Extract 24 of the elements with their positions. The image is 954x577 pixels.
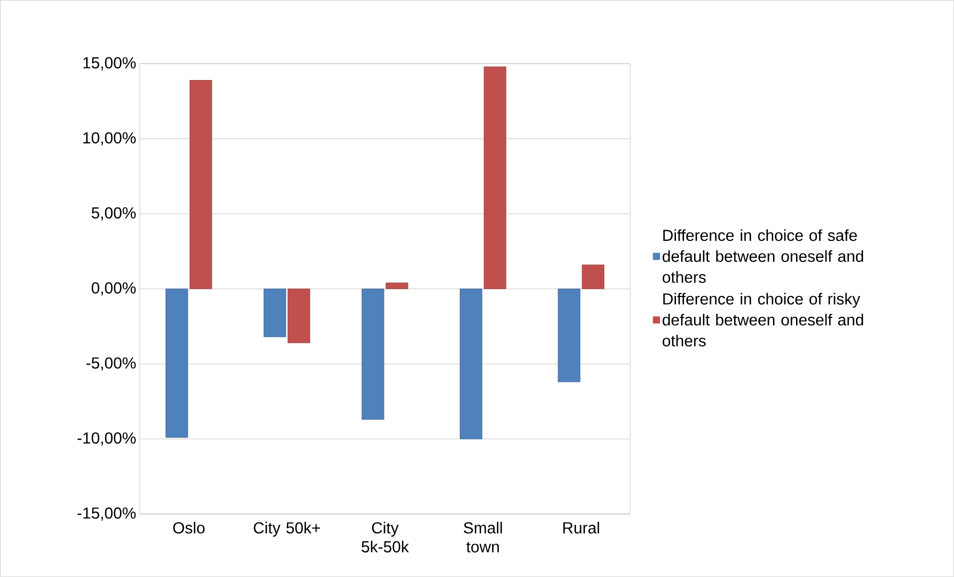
y-tick-label: -10,00% <box>78 432 136 446</box>
bar <box>264 288 286 338</box>
bar <box>582 264 604 290</box>
y-tick-label: 15,00% <box>83 57 136 70</box>
bar <box>362 288 384 420</box>
bar <box>288 288 310 344</box>
x-tick-label: City 50k+ <box>254 522 320 537</box>
x-tick-label: City 5k-50k <box>362 522 409 553</box>
legend-label: Difference in choice of risky default between oneself and others <box>662 293 864 347</box>
bar <box>190 80 212 290</box>
bar <box>484 66 506 290</box>
x-tick-label: Small town <box>464 522 502 553</box>
bar <box>558 288 580 382</box>
y-tick-label: 10,00% <box>83 132 136 146</box>
y-tick-label: -5,00% <box>86 357 136 371</box>
x-tick-label: Oslo <box>173 522 205 534</box>
y-tick-label: -15,00% <box>78 508 136 521</box>
x-tick-label: Rural <box>563 522 600 534</box>
bar <box>386 282 408 290</box>
bar <box>460 288 482 440</box>
y-tick-label: 5,00% <box>92 207 136 221</box>
y-tick-label: 0,00% <box>92 282 136 296</box>
bar <box>166 288 188 438</box>
legend-label: Difference in choice of safe default between oneself and others <box>662 229 864 283</box>
